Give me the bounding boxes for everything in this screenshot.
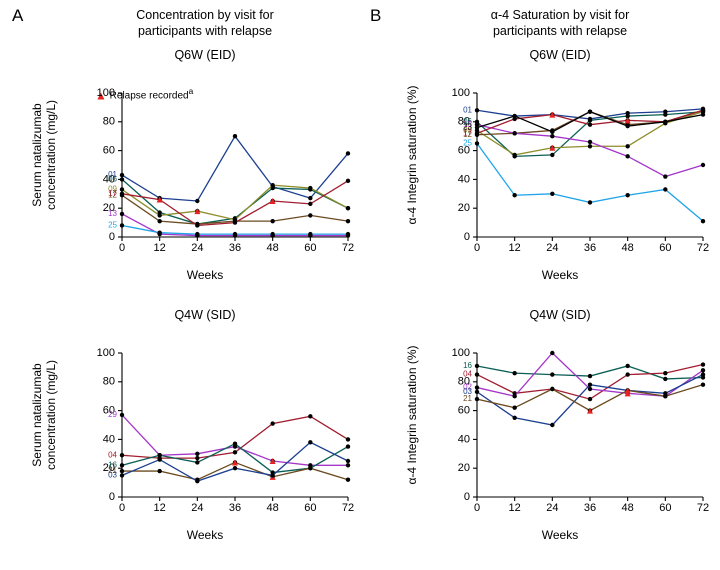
svg-text:60: 60: [458, 405, 470, 417]
column-title-left: Concentration by visit forparticipants w…: [55, 8, 355, 39]
svg-text:48: 48: [622, 502, 634, 514]
svg-text:04: 04: [463, 370, 472, 379]
svg-text:60: 60: [304, 502, 316, 514]
svg-text:48: 48: [267, 242, 279, 254]
svg-text:60: 60: [659, 242, 671, 254]
svg-text:06: 06: [108, 175, 117, 184]
plot-q4w-saturation: 02040608010001224364860721604020321: [435, 345, 685, 505]
svg-text:36: 36: [584, 502, 596, 514]
svg-text:12: 12: [154, 242, 166, 254]
y-label-tr: α-4 Integrin saturation (%): [405, 80, 419, 230]
svg-text:25: 25: [108, 221, 117, 230]
svg-text:29: 29: [108, 410, 117, 419]
svg-text:72: 72: [342, 502, 354, 514]
svg-text:17: 17: [108, 189, 117, 198]
svg-text:0: 0: [109, 231, 115, 243]
svg-text:80: 80: [103, 116, 115, 128]
svg-text:0: 0: [119, 242, 125, 254]
svg-text:48: 48: [267, 502, 279, 514]
svg-text:0: 0: [474, 242, 480, 254]
svg-text:0: 0: [109, 491, 115, 503]
x-label-bl: Weeks: [80, 528, 330, 542]
svg-text:12: 12: [509, 242, 521, 254]
svg-text:21: 21: [463, 394, 472, 403]
svg-text:20: 20: [458, 462, 470, 474]
plot-q4w-concentration: 02040608010001224364860722904162103: [80, 345, 330, 505]
panel-letter-b: B: [370, 6, 381, 26]
svg-text:24: 24: [191, 242, 203, 254]
svg-text:20: 20: [458, 202, 470, 214]
figure-root: A B Concentration by visit forparticipan…: [0, 0, 720, 570]
svg-text:60: 60: [103, 145, 115, 157]
y-label-tl: Serum natalizumabconcentration (mg/L): [30, 70, 58, 240]
svg-text:100: 100: [97, 87, 115, 99]
svg-text:0: 0: [464, 231, 470, 243]
svg-text:03: 03: [108, 471, 117, 480]
x-label-tl: Weeks: [80, 268, 330, 282]
svg-text:100: 100: [452, 87, 470, 99]
subtitle-tl: Q6W (EID): [55, 48, 355, 62]
svg-text:100: 100: [452, 347, 470, 359]
subtitle-tr: Q6W (EID): [410, 48, 710, 62]
plot-q6w-saturation: 0204060801000122436486072010609121317232…: [435, 85, 685, 245]
svg-text:12: 12: [509, 502, 521, 514]
subtitle-br: Q4W (SID): [410, 308, 710, 322]
svg-text:24: 24: [191, 502, 203, 514]
svg-text:0: 0: [464, 491, 470, 503]
svg-text:24: 24: [546, 502, 558, 514]
svg-text:36: 36: [584, 242, 596, 254]
plot-q6w-concentration: 020406080100012243648607201060912171325: [80, 85, 330, 245]
column-title-right: α-4 Saturation by visit forparticipants …: [410, 8, 710, 39]
svg-text:80: 80: [103, 376, 115, 388]
svg-text:40: 40: [103, 433, 115, 445]
subtitle-bl: Q4W (SID): [55, 308, 355, 322]
svg-text:60: 60: [659, 502, 671, 514]
x-label-tr: Weeks: [435, 268, 685, 282]
svg-text:04: 04: [108, 450, 117, 459]
svg-text:100: 100: [97, 347, 115, 359]
svg-text:36: 36: [229, 242, 241, 254]
x-label-br: Weeks: [435, 528, 685, 542]
svg-text:23: 23: [463, 123, 472, 132]
svg-text:0: 0: [119, 502, 125, 514]
svg-text:01: 01: [463, 105, 472, 114]
panel-letter-a: A: [12, 6, 23, 26]
svg-text:40: 40: [458, 173, 470, 185]
svg-text:25: 25: [463, 139, 472, 148]
y-label-br: α-4 Integrin saturation (%): [405, 340, 419, 490]
svg-text:13: 13: [108, 209, 117, 218]
svg-text:12: 12: [154, 502, 166, 514]
svg-text:72: 72: [342, 242, 354, 254]
svg-text:0: 0: [474, 502, 480, 514]
svg-text:40: 40: [458, 433, 470, 445]
svg-text:72: 72: [697, 502, 709, 514]
svg-text:48: 48: [622, 242, 634, 254]
svg-text:72: 72: [697, 242, 709, 254]
y-label-bl: Serum natalizumabconcentration (mg/L): [30, 330, 58, 500]
svg-text:60: 60: [304, 242, 316, 254]
svg-text:36: 36: [229, 502, 241, 514]
svg-text:24: 24: [546, 242, 558, 254]
